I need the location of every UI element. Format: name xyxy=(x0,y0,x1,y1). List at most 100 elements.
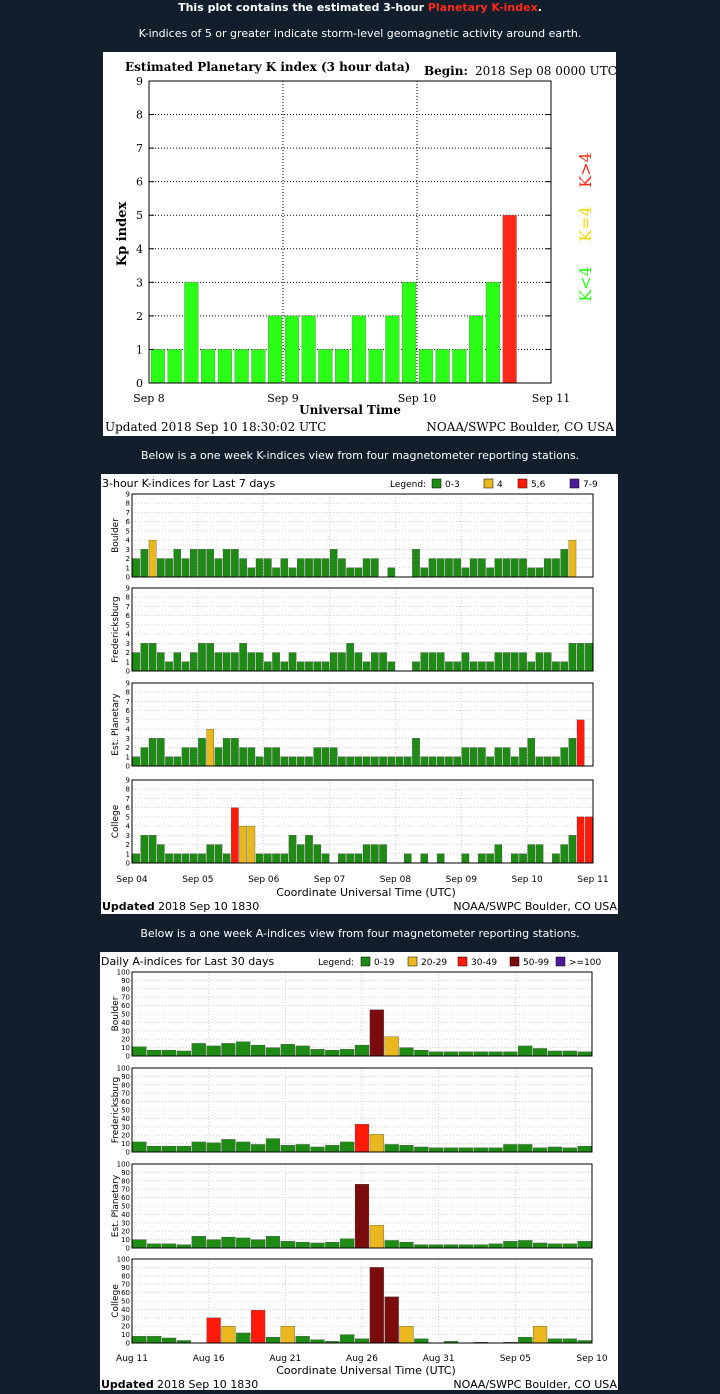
k7-bar xyxy=(148,539,157,578)
k7-bar xyxy=(140,835,149,864)
k7-bar xyxy=(346,756,354,767)
kp-bar xyxy=(234,349,249,384)
k7-bar xyxy=(412,661,420,672)
a30-bar xyxy=(399,1047,414,1057)
a30-bar xyxy=(251,1144,266,1153)
k7-bar xyxy=(486,756,494,767)
k7-bar xyxy=(165,661,173,672)
a30-bar xyxy=(399,1145,414,1153)
a30-bar xyxy=(547,1243,562,1249)
k7-bar xyxy=(502,558,511,578)
k7-bar xyxy=(469,747,478,767)
k7-bar xyxy=(239,643,247,672)
a30-y-tick-label: 60 xyxy=(121,1098,130,1106)
a30-x-tick-label: Aug 11 xyxy=(116,1354,148,1364)
k7-bar xyxy=(428,652,437,672)
k7-bar xyxy=(552,853,560,864)
a30-bar xyxy=(265,1236,281,1249)
k-indices-7day-panel: 3-hour K-indices for Last 7 days Legend:… xyxy=(101,474,618,914)
k7-legend-label: 4 xyxy=(497,480,503,490)
k7-bar xyxy=(264,558,272,578)
a30-bar xyxy=(162,1049,177,1057)
k7-x-tick-label: Sep 11 xyxy=(577,875,608,885)
a30-bar xyxy=(310,1049,325,1057)
k7-bar xyxy=(436,652,445,672)
k7-plot-frame xyxy=(131,587,594,672)
a30-bar xyxy=(132,1141,147,1153)
a30-bar xyxy=(547,1146,562,1153)
k7-station-label: Est. Planetary xyxy=(111,693,121,756)
a30-bar xyxy=(221,1236,236,1249)
planetary-k-index-link[interactable]: Planetary K-index xyxy=(427,1,538,14)
a30-station-label: Est. Planetary xyxy=(111,1174,121,1237)
k7-bar xyxy=(362,844,371,864)
kp-y-tick-label: 8 xyxy=(136,109,143,122)
a30-y-tick-label: 40 xyxy=(121,1019,130,1027)
k7-bar xyxy=(585,643,593,672)
a30-legend-label: 0-19 xyxy=(374,958,395,968)
a30-bar xyxy=(488,1147,503,1153)
k7-bar xyxy=(379,756,387,767)
k7-bar xyxy=(502,652,511,672)
k7-bar xyxy=(560,549,568,578)
a30-x-tick-label: Sep 05 xyxy=(500,1354,531,1364)
k7-bar xyxy=(189,652,198,672)
a30-bar xyxy=(369,1225,384,1249)
k7-y-tick-label: 8 xyxy=(126,786,130,794)
a30-bar xyxy=(236,1237,251,1249)
k7-bar xyxy=(280,756,289,767)
a30-bar xyxy=(473,1244,488,1249)
k7-y-tick-label: 6 xyxy=(126,707,131,715)
a30-bar xyxy=(532,1147,548,1153)
k7-y-tick-label: 2 xyxy=(126,555,130,563)
kp-bar xyxy=(452,349,467,384)
a30-bar xyxy=(414,1049,429,1057)
k7-y-tick-label: 7 xyxy=(126,509,130,517)
a30-bar xyxy=(503,1051,518,1057)
a30-x-axis-label: Coordinate Universal Time (UTC) xyxy=(276,1364,456,1377)
kp-bar xyxy=(284,315,299,384)
k7-y-tick-label: 4 xyxy=(126,537,131,545)
k7-bar xyxy=(264,747,272,767)
kp-bar xyxy=(335,349,350,384)
a30-bar xyxy=(132,1239,147,1249)
k7-y-tick-label: 8 xyxy=(126,500,130,508)
a30-y-tick-label: 90 xyxy=(121,1264,130,1272)
a30-bar xyxy=(132,1046,147,1057)
k7-legend-swatch xyxy=(431,478,442,489)
k7-bar xyxy=(181,853,190,864)
k7-x-tick-label: Sep 08 xyxy=(380,875,412,885)
k7-y-tick-label: 1 xyxy=(126,753,130,761)
a30-y-tick-label: 80 xyxy=(121,1272,130,1280)
a30-bar xyxy=(206,1142,221,1153)
a30-bar xyxy=(354,1044,370,1057)
a30-legend-swatch xyxy=(555,956,566,967)
k7-x-tick-label: Sep 04 xyxy=(116,875,148,885)
k7-bar xyxy=(255,853,264,864)
a-indices-30day-chart: Daily A-indices for Last 30 days Legend:… xyxy=(101,955,617,1391)
a30-y-tick-label: 100 xyxy=(117,1256,130,1264)
legend-k-less-4: K<4 xyxy=(576,266,595,302)
k7-bar xyxy=(181,661,190,672)
a30-y-tick-label: 70 xyxy=(121,1186,130,1194)
k7-bar xyxy=(305,558,313,578)
k7-bar xyxy=(371,652,379,672)
a30-bar xyxy=(295,1045,310,1057)
k7-bar xyxy=(535,756,544,767)
a30-bar xyxy=(206,1239,221,1249)
k7-y-tick-label: 7 xyxy=(126,603,130,611)
header-line-1-suffix: . xyxy=(537,1,542,14)
k7-bar xyxy=(436,853,445,864)
kp-bar xyxy=(469,315,484,384)
a30-bar xyxy=(369,1267,384,1344)
k7-bar xyxy=(140,747,149,767)
k7-bar xyxy=(247,825,256,864)
kp-y-ticks: 0 1 2 3 4 5 6 7 8 9 xyxy=(136,75,551,390)
k7-legend: 0-3 4 5,6 7-9 xyxy=(431,478,598,490)
k7-y-tick-label: 0 xyxy=(126,860,130,868)
k7-y-tick-label: 3 xyxy=(126,640,130,648)
k7-bar xyxy=(543,756,552,767)
